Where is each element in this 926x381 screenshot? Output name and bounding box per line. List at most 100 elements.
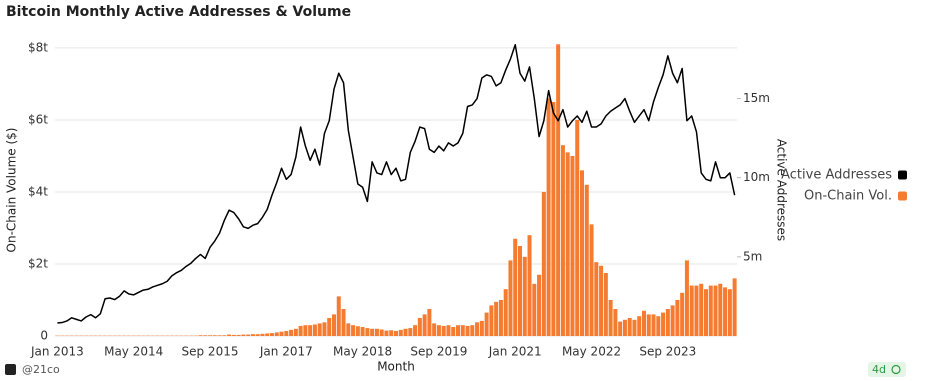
- bar: [522, 256, 527, 336]
- bar: [279, 331, 284, 336]
- bar: [589, 224, 594, 336]
- bar: [436, 325, 441, 336]
- bar: [680, 292, 685, 336]
- x-tick-label: May 2018: [333, 345, 392, 359]
- bar: [212, 335, 217, 336]
- bar: [465, 325, 470, 336]
- x-axis-title: Month: [377, 360, 415, 374]
- bar: [460, 325, 465, 336]
- bar: [651, 314, 656, 336]
- bar: [298, 325, 303, 336]
- bar: [379, 329, 384, 336]
- bar: [317, 323, 322, 336]
- y2-tick-label: 15m: [743, 91, 770, 105]
- x-tick-label: Jan 2013: [30, 345, 84, 359]
- bar: [503, 289, 508, 336]
- bar: [246, 334, 251, 336]
- bar: [222, 335, 227, 336]
- bar: [293, 328, 298, 336]
- bar: [207, 335, 213, 336]
- bar: [236, 334, 241, 336]
- bar: [565, 152, 570, 336]
- legend-swatch[interactable]: [898, 170, 907, 180]
- bar: [646, 314, 651, 336]
- bar: [389, 330, 394, 336]
- bar: [527, 235, 532, 336]
- bar: [513, 238, 518, 336]
- bar: [684, 260, 689, 336]
- badge-icon: [891, 364, 901, 375]
- bar: [274, 332, 279, 336]
- bar: [355, 326, 360, 336]
- bar: [308, 325, 313, 336]
- bar: [665, 308, 670, 336]
- bar: [508, 260, 513, 336]
- bar: [641, 310, 647, 336]
- bar: [227, 334, 232, 336]
- bar: [470, 325, 475, 336]
- bar: [584, 184, 589, 336]
- bar: [689, 285, 694, 336]
- bar: [608, 299, 613, 336]
- bar: [727, 289, 732, 336]
- x-tick-label: Sep 2019: [410, 345, 467, 359]
- bar: [370, 328, 375, 336]
- bar: [603, 272, 608, 336]
- x-tick-label: Jan 2021: [488, 345, 542, 359]
- bar: [661, 312, 666, 336]
- y2-tick-label: 10m: [743, 170, 770, 184]
- bar: [393, 330, 399, 336]
- bar: [579, 170, 585, 336]
- legend-label: On-Chain Vol.: [804, 189, 892, 204]
- bar: [627, 317, 632, 336]
- bar: [498, 299, 503, 336]
- bar: [198, 335, 203, 336]
- bar: [203, 335, 208, 336]
- bar: [532, 283, 537, 336]
- bar: [656, 316, 661, 336]
- bar: [517, 245, 523, 336]
- bar: [427, 308, 432, 336]
- bar: [494, 301, 499, 336]
- chart-title: Bitcoin Monthly Active Addresses & Volum…: [6, 4, 351, 20]
- line: [57, 44, 736, 324]
- bar: [441, 325, 446, 336]
- y2-tick-label: 5m: [743, 249, 762, 263]
- bar: [346, 323, 351, 336]
- bar: [269, 333, 275, 336]
- bar: [556, 44, 561, 336]
- bar: [422, 314, 427, 336]
- bar: [489, 305, 494, 336]
- bar: [723, 287, 728, 336]
- legend-swatch[interactable]: [898, 191, 907, 201]
- bar: [599, 265, 604, 336]
- bar: [675, 299, 680, 336]
- bar: [446, 325, 451, 336]
- y-axis-title: On-Chain Volume ($): [5, 128, 19, 253]
- bar: [703, 289, 709, 336]
- bar: [432, 323, 437, 336]
- bar: [613, 308, 618, 336]
- bar: [374, 328, 379, 336]
- bar: [312, 324, 317, 336]
- bar: [718, 283, 723, 336]
- bar: [408, 328, 413, 336]
- bar: [336, 296, 341, 336]
- y-tick-label: $6t: [28, 112, 48, 126]
- bar: [670, 305, 675, 336]
- footer: @21co: [22, 363, 60, 376]
- legend-label: Active Addresses: [781, 168, 892, 183]
- bar: [284, 330, 289, 336]
- bar: [732, 278, 737, 336]
- y-tick-label: $4t: [28, 184, 48, 198]
- bar: [365, 328, 370, 336]
- bar: [570, 155, 575, 336]
- bar: [560, 145, 565, 336]
- bar: [341, 308, 346, 336]
- bar: [551, 101, 556, 336]
- bar: [413, 325, 418, 336]
- x-tick-label: Sep 2015: [182, 345, 239, 359]
- bar: [250, 334, 255, 336]
- bar: [708, 285, 713, 336]
- badge[interactable]: 4d: [872, 363, 886, 376]
